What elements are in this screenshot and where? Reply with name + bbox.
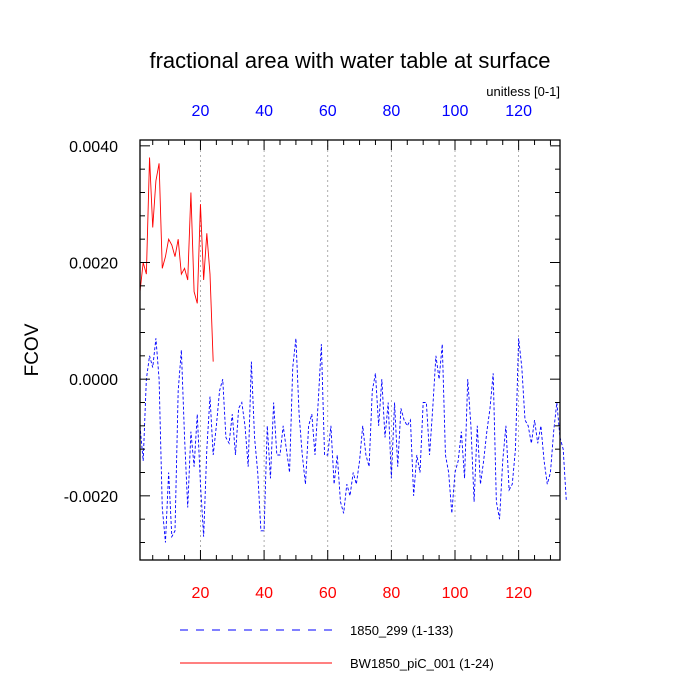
y-tick-label: -0.0020 — [64, 489, 118, 506]
plot-frame — [139, 139, 561, 561]
x-tick-label-bottom: 100 — [442, 585, 469, 602]
x-tick-label-bottom: 120 — [505, 585, 532, 602]
x-tick-label-top: 100 — [442, 103, 469, 120]
y-tick-label: 0.0020 — [69, 256, 118, 273]
y-tick-label: 0.0000 — [69, 372, 118, 389]
units-label: unitless [0-1] — [486, 84, 560, 99]
x-tick-label-bottom: 60 — [319, 585, 337, 602]
series-line-0 — [139, 338, 567, 543]
x-tick-label-top: 40 — [255, 103, 273, 120]
x-tick-label-bottom: 20 — [192, 585, 210, 602]
x-tick-label-top: 20 — [192, 103, 210, 120]
grid-lines — [200, 140, 520, 560]
x-tick-label-bottom: 40 — [255, 585, 273, 602]
tick-labels: -0.0020 0.0000 0.0020 0.0040 20 20 40 40 60 60 80 8… — [64, 103, 532, 602]
x-tick-label-top: 120 — [505, 103, 532, 120]
series-line-1 — [139, 157, 214, 362]
y-axis-label: FCOV — [22, 323, 43, 376]
chart-title: fractional area with water table at surf… — [149, 48, 550, 73]
y-tick-label: 0.0040 — [69, 139, 118, 156]
axis-ticks — [140, 140, 560, 560]
x-tick-label-bottom: 80 — [382, 585, 400, 602]
x-tick-label-top: 60 — [319, 103, 337, 120]
legend-label-bw1850-pic-001: BW1850_piC_001 (1-24) — [350, 656, 494, 671]
legend: 1850_299 (1-133) BW1850_piC_001 (1-24) — [180, 623, 494, 671]
legend-label-1850-299: 1850_299 (1-133) — [350, 623, 453, 638]
x-tick-label-top: 80 — [382, 103, 400, 120]
series-layer — [139, 157, 567, 543]
